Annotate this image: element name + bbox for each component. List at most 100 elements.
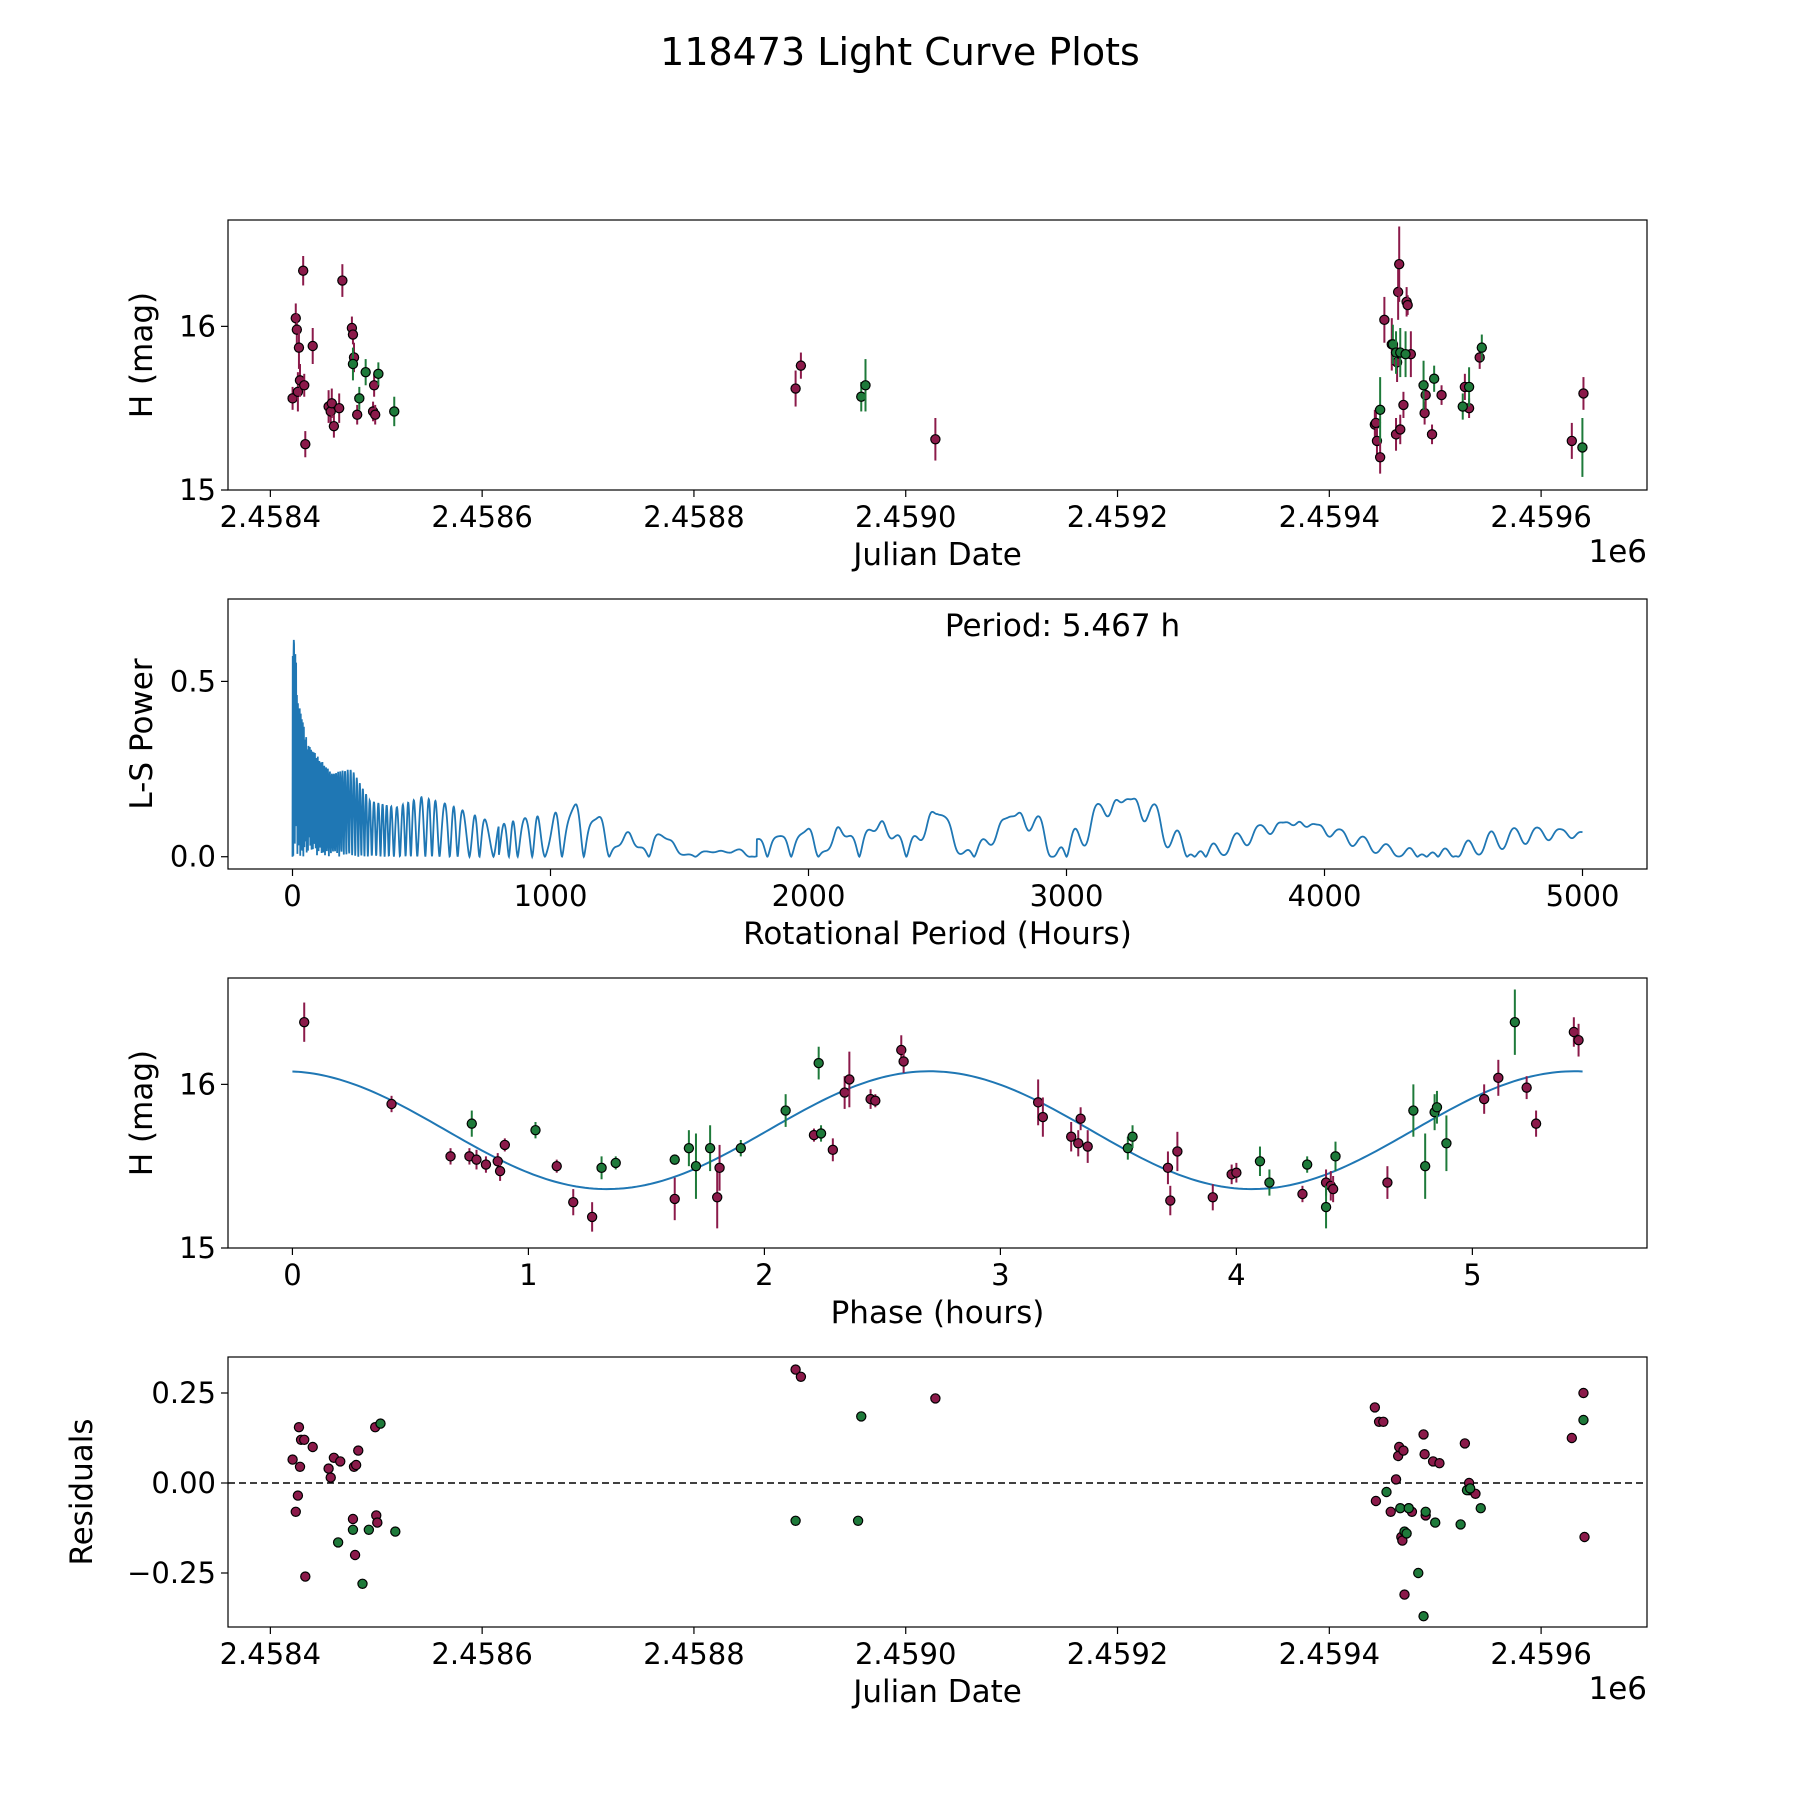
data-point-green: [669, 1154, 680, 1165]
data-point-red: [350, 1459, 362, 1471]
data-point-green: [860, 380, 871, 391]
data-point-red: [839, 1087, 850, 1098]
data-point-red: [1418, 1429, 1429, 1440]
data-point-red: [297, 265, 309, 276]
data-point-green: [1509, 1016, 1521, 1028]
data-point-green: [1381, 1486, 1392, 1498]
data-point-red: [790, 1364, 801, 1375]
data-point-green: [1374, 404, 1386, 416]
data-point-red: [300, 1571, 311, 1582]
data-point-green: [1413, 1567, 1424, 1579]
x-tick-label: 2.4594: [1279, 500, 1380, 534]
data-point-green: [360, 366, 371, 378]
x-tick-label: 2.4586: [431, 1637, 532, 1671]
data-point-green: [354, 393, 365, 404]
data-point-green: [1463, 381, 1475, 393]
data-point-green: [1419, 1160, 1431, 1172]
data-point-red: [795, 1371, 807, 1383]
x-tick-label: 3000: [1030, 879, 1104, 913]
x-tick-label: 2000: [772, 879, 846, 913]
data-point-red: [1075, 1113, 1086, 1124]
data-point-red: [1032, 1097, 1044, 1108]
data-point-red: [293, 1421, 305, 1433]
x-tick-label: 3: [991, 1258, 1009, 1292]
data-point-red: [323, 1463, 334, 1474]
data-point-red: [1459, 1438, 1471, 1449]
x-tick-label: 0: [283, 1258, 301, 1292]
data-point-red: [930, 434, 941, 445]
data-point-green: [466, 1118, 477, 1129]
data-point-red: [1392, 286, 1404, 298]
data-point-red: [1390, 1474, 1402, 1485]
data-point-red: [1037, 1111, 1049, 1123]
data-point-red: [1385, 1506, 1396, 1518]
data-point-red: [287, 1454, 298, 1465]
data-point-red: [870, 1095, 881, 1106]
data-point-green: [1418, 1610, 1429, 1622]
data-point-green: [1418, 380, 1429, 391]
data-point-green: [390, 1526, 401, 1537]
data-point-green: [375, 1418, 386, 1429]
data-point-green: [389, 406, 400, 417]
y-tick-label: 16: [179, 309, 216, 343]
data-point-red: [337, 275, 348, 286]
data-point-red: [1573, 1034, 1584, 1046]
phase-panel: 0 1 2 3 4 5 15 16 Phase (hours) H (mag): [124, 977, 1648, 1331]
x-tick-label: 2.4590: [855, 500, 956, 534]
data-point-red: [1370, 417, 1382, 429]
data-point-green: [815, 1128, 827, 1139]
data-point-red: [1398, 399, 1409, 411]
data-point-green: [1320, 1201, 1332, 1213]
data-point-green: [683, 1142, 695, 1154]
data-point-red: [1566, 1432, 1578, 1444]
data-point-red: [712, 1192, 723, 1203]
data-point-green: [596, 1162, 607, 1174]
data-point-red: [1398, 1445, 1409, 1456]
data-point-red: [669, 1193, 680, 1205]
data-point-green: [1464, 1483, 1476, 1494]
data-point-red: [294, 1461, 306, 1473]
data-point-green: [332, 1537, 344, 1548]
residuals-panel: 2.4584 2.4586 2.4588 2.4590 2.4592 2.4594 2.45…: [64, 1356, 1648, 1710]
data-point-red: [368, 380, 380, 391]
data-point-red: [1231, 1167, 1242, 1178]
y-tick-label: 15: [179, 473, 216, 507]
data-point-green: [1420, 1506, 1431, 1518]
data-point-red: [1579, 1531, 1590, 1543]
data-point-red: [1065, 1131, 1077, 1142]
x-tick-label: 2.4594: [1279, 1637, 1380, 1671]
x-tick-label: 2.4584: [220, 500, 321, 534]
x-tick-label: 5: [1463, 1258, 1481, 1292]
data-point-red: [1369, 1402, 1381, 1413]
x-tick-label: 2.4590: [855, 1637, 956, 1671]
data-point-green: [347, 358, 359, 370]
x-tick-label: 0: [283, 879, 301, 913]
x-tick-label: 2: [755, 1258, 773, 1292]
periodogram-panel: 0 1000 2000 3000 4000 5000 0.0 0.5 Rotational Pe…: [124, 598, 1648, 952]
data-point-green: [1408, 1105, 1419, 1116]
data-point-red: [1394, 258, 1405, 270]
data-point-red: [325, 1472, 336, 1483]
data-point-red: [300, 438, 311, 450]
plot-frame: [227, 977, 1648, 1249]
data-point-green: [1455, 1519, 1466, 1530]
data-point-red: [494, 1165, 506, 1177]
x-tick-label: 2.4588: [643, 1637, 744, 1671]
data-point-red: [1327, 1183, 1339, 1195]
data-point-red: [1420, 389, 1431, 401]
data-point-green: [690, 1160, 702, 1172]
x-tick-label: 2.4592: [1067, 500, 1168, 534]
data-point-red: [328, 420, 340, 432]
plot-frame: [227, 1356, 1648, 1628]
x-tick-label: 1000: [514, 879, 588, 913]
data-point-green: [1577, 442, 1588, 453]
data-point-red: [1165, 1195, 1176, 1206]
x-axis-label: Rotational Period (Hours): [743, 916, 1132, 952]
data-point-red: [1073, 1138, 1084, 1149]
data-point-red: [369, 409, 381, 420]
y-axis-label: L-S Power: [124, 658, 160, 809]
data-point-red: [930, 1393, 941, 1404]
data-point-red: [333, 402, 345, 414]
